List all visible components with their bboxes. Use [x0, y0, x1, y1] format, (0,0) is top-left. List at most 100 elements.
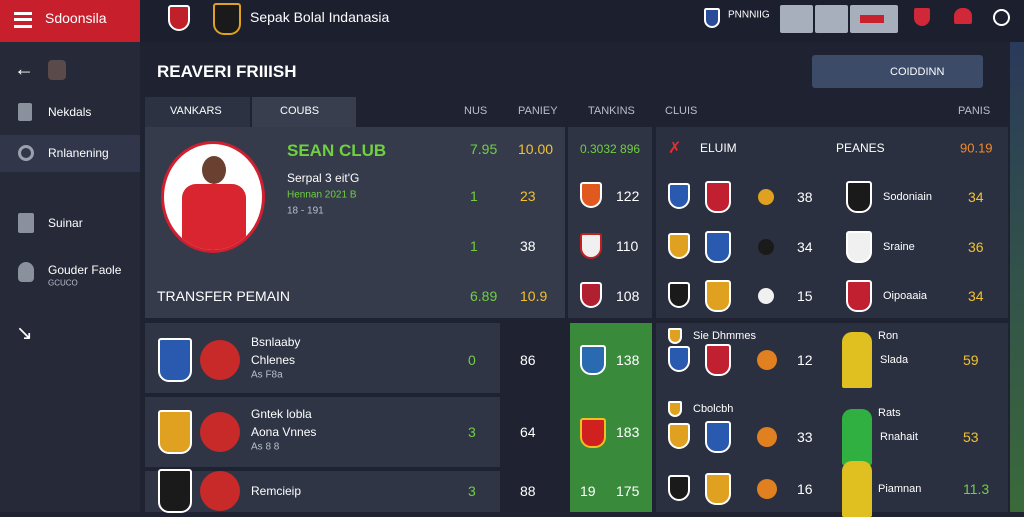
nav-icon	[18, 103, 32, 121]
crest	[668, 423, 690, 449]
icon-button[interactable]	[954, 8, 972, 24]
ranking-value: 108	[616, 288, 640, 304]
crest	[158, 469, 192, 513]
player-sub: As 8 8	[251, 441, 280, 453]
crest	[846, 231, 872, 263]
search-button[interactable]	[993, 9, 1010, 26]
app-title: Sepak Bolal Indanasia	[250, 9, 390, 25]
close-icon[interactable]: ✗	[668, 140, 682, 157]
stat: 86	[520, 352, 536, 368]
club-value: 53	[963, 429, 979, 445]
crest	[705, 421, 731, 453]
ranking-header: 0.3032 896	[580, 142, 641, 156]
crest	[668, 183, 690, 209]
club-icon	[758, 189, 774, 205]
club-icon	[757, 427, 777, 447]
club-number: 12	[797, 352, 813, 368]
player-info: 18 - 191	[287, 205, 324, 217]
crest	[580, 182, 602, 208]
tab[interactable]	[145, 97, 250, 127]
column-header: PANIS	[958, 105, 991, 117]
brand: Sdoonsila	[45, 10, 107, 26]
player-name: Rats	[878, 407, 901, 419]
crest	[168, 5, 190, 31]
tool-button[interactable]	[780, 5, 813, 33]
list-row	[145, 471, 500, 512]
crest	[668, 346, 690, 372]
crest	[158, 338, 192, 382]
back-button[interactable]: ←	[14, 58, 34, 81]
ranking-value: 122	[616, 188, 640, 204]
ranking-value: 183	[616, 424, 640, 440]
club-icon	[757, 350, 777, 370]
section-label: TRANSFER PEMAIN	[157, 288, 291, 304]
stadium-edge	[1010, 42, 1024, 512]
crest	[846, 280, 872, 312]
nav-item[interactable]: Nekdals	[48, 105, 92, 119]
player-photo	[161, 141, 265, 253]
player-figure	[842, 409, 872, 465]
club-number: 15	[797, 288, 813, 304]
nav-item[interactable]: Suinar	[48, 216, 83, 230]
club-value: 36	[968, 239, 984, 255]
tab-label[interactable]: VANKARS	[170, 105, 222, 117]
crest	[668, 328, 682, 344]
icon-button[interactable]	[914, 8, 930, 26]
stat: 3	[468, 424, 476, 440]
tool-button[interactable]	[850, 5, 898, 33]
tool-button[interactable]	[815, 5, 848, 33]
club-value: 34	[968, 288, 984, 304]
action-button[interactable]	[812, 55, 983, 88]
crest	[846, 181, 872, 213]
nav-icon	[18, 145, 34, 161]
list-row	[145, 397, 500, 467]
tab[interactable]	[252, 97, 356, 127]
club-icon	[757, 479, 777, 499]
stat: 7.95	[470, 141, 498, 157]
tab-label[interactable]: COUBS	[280, 105, 320, 117]
player-figure	[842, 332, 872, 388]
crest	[705, 280, 731, 312]
edit-icon[interactable]: ↘	[16, 322, 33, 345]
crest	[668, 233, 690, 259]
nav-item[interactable]: Gouder Faole	[48, 263, 122, 277]
nav-item[interactable]: Rnlanening	[48, 146, 109, 160]
action-button-label[interactable]: COIDDINN	[890, 66, 945, 78]
crest	[580, 282, 602, 308]
column-header: PANIEY	[518, 105, 558, 117]
stat: 10.00	[518, 141, 554, 157]
crest	[705, 473, 731, 505]
club-number: 34	[797, 239, 813, 255]
stat: 3	[468, 483, 476, 499]
page-title: REAVERI FRIIISH	[157, 62, 297, 81]
stat: 6.89	[470, 288, 498, 304]
player-photo	[200, 412, 240, 452]
club-value: 34	[968, 189, 984, 205]
ranking-value: 110	[616, 238, 639, 254]
player-sub: Aona Vnnes	[251, 425, 317, 439]
club-label: Cbolcbh	[693, 403, 734, 415]
player-sub: As F8a	[251, 369, 283, 381]
player-name: Slada	[880, 354, 909, 366]
player-name: Ron	[878, 330, 899, 342]
panel-header: PEANES	[836, 141, 885, 155]
club-icon	[758, 288, 774, 304]
stat: 23	[520, 188, 536, 204]
club-icon	[758, 239, 774, 255]
club-name: Sraine	[883, 241, 915, 253]
stat: 1	[470, 188, 478, 204]
player-name: Gntek lobla	[251, 407, 312, 421]
player-info: Serpal 3 eit'G	[287, 171, 360, 185]
column-header: TANKINS	[588, 105, 635, 117]
player-name: Piamnan	[878, 483, 922, 495]
crest	[705, 181, 731, 213]
club-name: SEAN CLUB	[287, 141, 387, 160]
menu-button[interactable]	[14, 12, 32, 28]
avatar	[48, 60, 66, 80]
club-value: 59	[963, 352, 979, 368]
player-name: Bsnlaaby	[251, 335, 301, 349]
club-number: 33	[797, 429, 813, 445]
brand-bar	[0, 0, 140, 42]
club-value: 11.3	[963, 481, 990, 497]
